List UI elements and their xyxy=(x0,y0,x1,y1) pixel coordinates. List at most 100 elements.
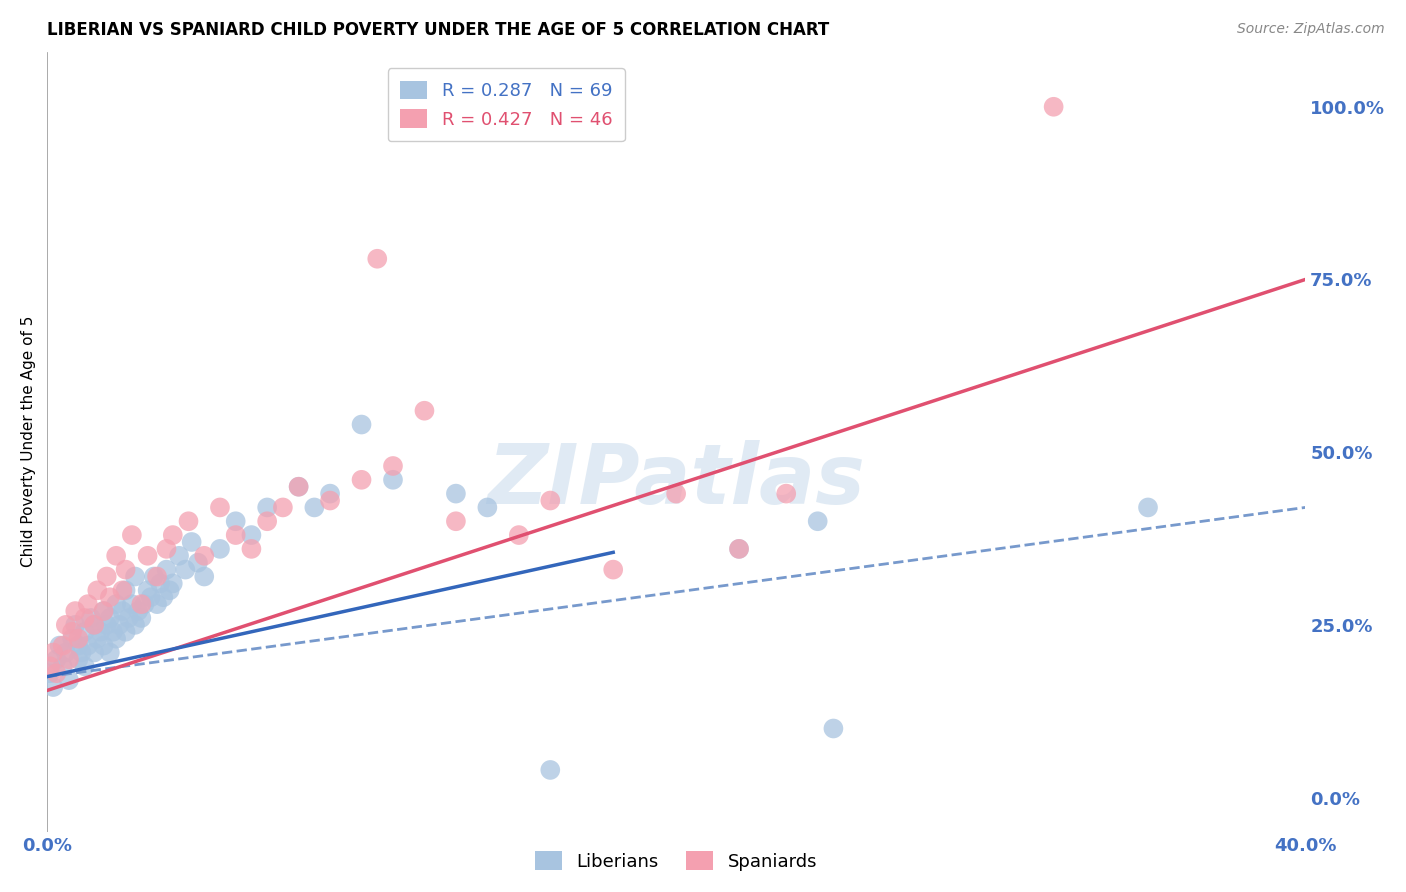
Point xyxy=(55,618,77,632)
Y-axis label: Child Poverty Under the Age of 5: Child Poverty Under the Age of 5 xyxy=(21,316,35,567)
Point xyxy=(93,604,115,618)
Point xyxy=(111,604,134,618)
Point xyxy=(39,659,62,673)
Point xyxy=(240,541,263,556)
Point xyxy=(728,541,751,556)
Point xyxy=(55,646,77,660)
Point xyxy=(93,604,115,618)
Point xyxy=(131,611,153,625)
Point xyxy=(287,480,309,494)
Point xyxy=(67,639,90,653)
Point xyxy=(807,514,830,528)
Point xyxy=(350,417,373,432)
Point xyxy=(52,639,75,653)
Point xyxy=(149,576,172,591)
Point xyxy=(89,624,111,639)
Point xyxy=(60,632,83,646)
Point xyxy=(52,659,75,673)
Point xyxy=(80,611,103,625)
Legend: Liberians, Spaniards: Liberians, Spaniards xyxy=(529,844,824,878)
Point xyxy=(121,597,143,611)
Point xyxy=(256,500,278,515)
Point xyxy=(728,541,751,556)
Point xyxy=(76,639,98,653)
Point xyxy=(114,583,136,598)
Point xyxy=(152,591,174,605)
Point xyxy=(162,528,184,542)
Point xyxy=(48,639,70,653)
Point xyxy=(225,514,247,528)
Point xyxy=(58,673,80,687)
Point xyxy=(124,569,146,583)
Point xyxy=(319,486,342,500)
Point xyxy=(58,652,80,666)
Point xyxy=(665,486,688,500)
Point xyxy=(159,583,181,598)
Point xyxy=(1042,100,1064,114)
Point xyxy=(105,632,128,646)
Text: LIBERIAN VS SPANIARD CHILD POVERTY UNDER THE AGE OF 5 CORRELATION CHART: LIBERIAN VS SPANIARD CHILD POVERTY UNDER… xyxy=(46,21,830,39)
Point xyxy=(187,556,209,570)
Point xyxy=(319,493,342,508)
Point xyxy=(155,541,177,556)
Point xyxy=(823,722,845,736)
Point xyxy=(45,652,67,666)
Point xyxy=(105,549,128,563)
Point xyxy=(108,618,131,632)
Point xyxy=(70,646,93,660)
Point xyxy=(73,611,96,625)
Point xyxy=(98,646,121,660)
Point xyxy=(76,597,98,611)
Point xyxy=(67,652,90,666)
Point xyxy=(111,583,134,598)
Text: Source: ZipAtlas.com: Source: ZipAtlas.com xyxy=(1237,22,1385,37)
Point xyxy=(98,611,121,625)
Point xyxy=(60,624,83,639)
Point xyxy=(775,486,797,500)
Point xyxy=(167,549,190,563)
Point xyxy=(65,604,87,618)
Point xyxy=(65,618,87,632)
Point xyxy=(73,624,96,639)
Point xyxy=(142,569,165,583)
Point xyxy=(39,666,62,681)
Point xyxy=(287,480,309,494)
Point xyxy=(177,514,200,528)
Point xyxy=(162,576,184,591)
Point xyxy=(193,549,215,563)
Point xyxy=(67,632,90,646)
Point xyxy=(86,583,108,598)
Point xyxy=(98,591,121,605)
Point xyxy=(193,569,215,583)
Point xyxy=(83,618,105,632)
Point xyxy=(139,591,162,605)
Point xyxy=(256,514,278,528)
Point xyxy=(124,618,146,632)
Point xyxy=(45,666,67,681)
Point xyxy=(121,528,143,542)
Point xyxy=(366,252,388,266)
Point xyxy=(83,646,105,660)
Point xyxy=(208,541,231,556)
Point xyxy=(96,569,118,583)
Point xyxy=(136,549,159,563)
Point xyxy=(444,486,467,500)
Point xyxy=(134,597,156,611)
Point xyxy=(538,493,561,508)
Point xyxy=(208,500,231,515)
Point xyxy=(131,597,153,611)
Point xyxy=(304,500,326,515)
Point xyxy=(42,680,65,694)
Point xyxy=(240,528,263,542)
Text: ZIPatlas: ZIPatlas xyxy=(488,441,865,521)
Point xyxy=(174,563,197,577)
Point xyxy=(73,659,96,673)
Point xyxy=(180,535,202,549)
Point xyxy=(42,646,65,660)
Point xyxy=(114,624,136,639)
Point xyxy=(444,514,467,528)
Point xyxy=(538,763,561,777)
Point xyxy=(146,597,169,611)
Point xyxy=(118,611,141,625)
Point xyxy=(83,618,105,632)
